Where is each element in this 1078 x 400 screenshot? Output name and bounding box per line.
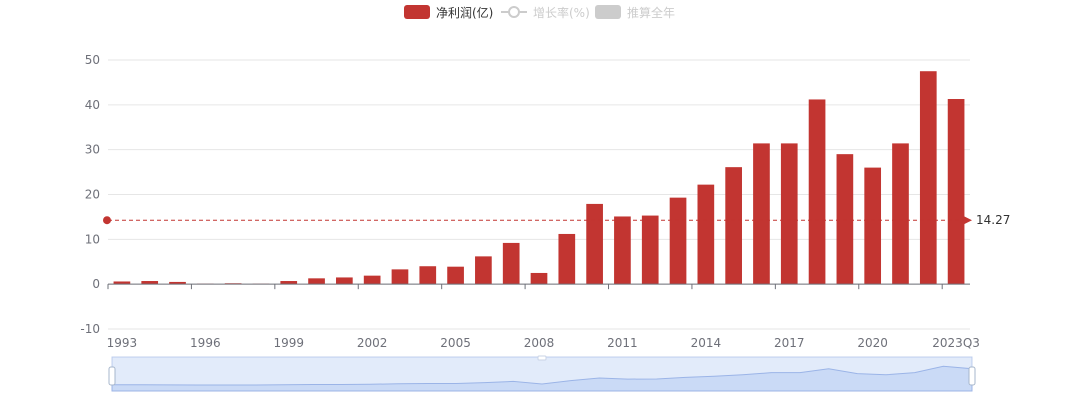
mark-line-label: 14.27 — [976, 213, 1010, 227]
mark-line-start-dot — [103, 216, 111, 225]
zoom-selected-range[interactable] — [112, 357, 972, 391]
bar-1993[interactable] — [113, 281, 131, 285]
data-zoom-slider[interactable] — [108, 355, 976, 392]
x-tick-label: 1999 — [273, 336, 304, 350]
y-tick-label: -10 — [80, 322, 100, 336]
x-tick-label: 2011 — [607, 336, 638, 350]
bar-2009[interactable] — [558, 233, 576, 285]
bar-2015[interactable] — [725, 167, 742, 285]
legend-swatch-net-profit — [404, 5, 430, 19]
x-tick-label: 2020 — [857, 336, 888, 350]
bar-2021[interactable] — [892, 143, 909, 285]
zoom-handle-right[interactable] — [968, 366, 976, 386]
bar-2011[interactable] — [614, 216, 631, 285]
bar-2010[interactable] — [586, 203, 603, 285]
zoom-move-handle[interactable] — [537, 355, 547, 361]
bar-2007[interactable] — [502, 242, 520, 285]
bars — [113, 71, 965, 285]
zoom-preview-area — [111, 365, 973, 392]
legend-label-net-profit: 净利润(亿) — [436, 5, 494, 20]
legend-item-growth-rate[interactable]: 增长率(%) — [501, 3, 590, 21]
bar-2013[interactable] — [669, 197, 687, 285]
legend-label-growth-rate: 增长率(%) — [533, 5, 590, 20]
bar-1999[interactable] — [280, 281, 298, 285]
y-tick-label: 50 — [85, 53, 100, 67]
legend: 净利润(亿) 增长率(%) 推算全年 — [0, 3, 1078, 23]
legend-item-net-profit[interactable]: 净利润(亿) — [404, 3, 493, 21]
mark-line-arrow — [964, 216, 972, 225]
y-tick-label: 40 — [85, 98, 100, 112]
x-tick-label: 2002 — [357, 336, 388, 350]
bar-1994[interactable] — [141, 281, 159, 285]
bar-2019[interactable] — [836, 154, 854, 285]
bar-2006[interactable] — [475, 256, 492, 285]
bar-2020[interactable] — [864, 167, 882, 285]
bar-2001[interactable] — [336, 277, 353, 285]
x-tick-label: 2023Q3 — [932, 336, 980, 350]
axes: -10 0 10 20 30 40 50 1993 1996 1999 2002 2005 2008 20… — [80, 53, 980, 350]
average-mark-line: 14.27 — [103, 213, 1010, 227]
y-tick-label: 20 — [85, 188, 100, 202]
y-tick-label: 0 — [92, 277, 100, 291]
legend-label-estimate: 推算全年 — [627, 5, 676, 20]
legend-item-estimate[interactable]: 推算全年 — [595, 3, 675, 21]
bar-2014[interactable] — [697, 184, 715, 285]
bar-2002[interactable] — [363, 275, 381, 285]
y-tick-label: 10 — [85, 232, 100, 246]
bar-2003[interactable] — [391, 269, 409, 285]
bar-2008[interactable] — [530, 272, 548, 285]
bar-2004[interactable] — [419, 266, 437, 285]
bar-2005[interactable] — [447, 266, 464, 285]
x-tick-label: 2008 — [524, 336, 555, 350]
bar-2012[interactable] — [641, 215, 659, 285]
zoom-handle-left[interactable] — [108, 366, 116, 386]
x-tick-label: 1993 — [107, 336, 138, 350]
bar-2023Q3[interactable] — [947, 99, 965, 285]
bar-2016[interactable] — [753, 143, 770, 285]
legend-swatch-growth-rate — [501, 5, 527, 19]
bar-2017[interactable] — [780, 143, 798, 285]
x-tick-label: 1996 — [190, 336, 221, 350]
bar-1995[interactable] — [169, 281, 186, 285]
x-tick-label: 2014 — [691, 336, 722, 350]
x-tick-label: 2005 — [440, 336, 471, 350]
legend-swatch-estimate — [595, 5, 621, 19]
x-tick-label: 2017 — [774, 336, 805, 350]
bar-2022[interactable] — [919, 71, 937, 285]
bar-2000[interactable] — [308, 278, 325, 285]
bar-2018[interactable] — [808, 99, 826, 285]
y-tick-label: 30 — [85, 143, 100, 157]
